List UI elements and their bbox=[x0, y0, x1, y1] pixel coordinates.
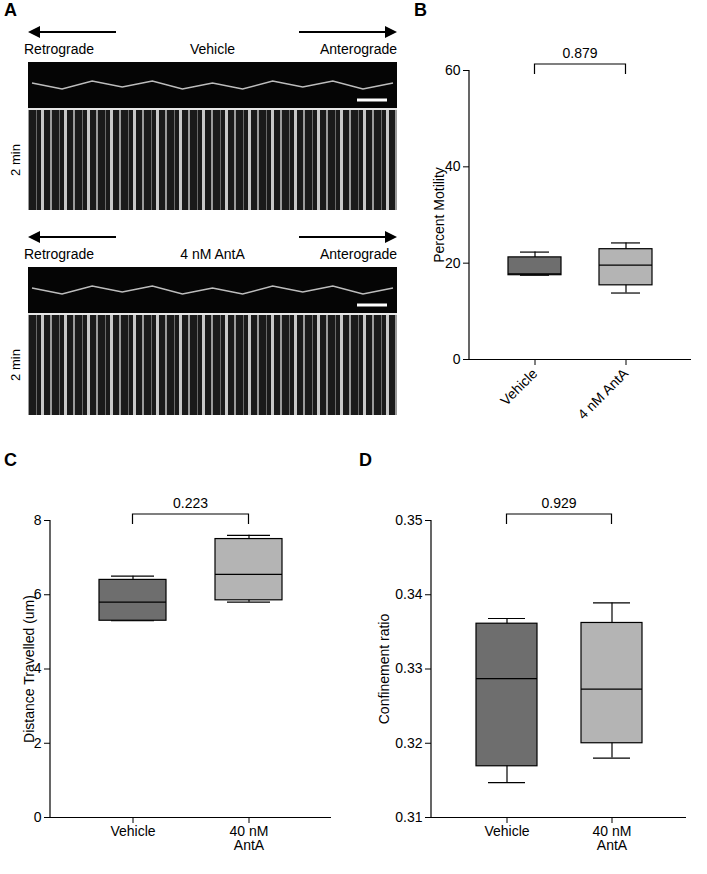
svg-text:0.223: 0.223 bbox=[173, 495, 208, 511]
svg-text:0.32: 0.32 bbox=[395, 735, 422, 751]
svg-text:Confinement ratio: Confinement ratio bbox=[376, 614, 392, 725]
svg-text:4: 4 bbox=[33, 660, 42, 677]
svg-text:40: 40 bbox=[444, 158, 461, 175]
svg-text:40 nMAntA: 40 nMAntA bbox=[230, 823, 269, 853]
svg-text:2 min: 2 min bbox=[8, 349, 23, 381]
svg-text:Vehicle: Vehicle bbox=[497, 365, 540, 408]
html-text:D: D bbox=[359, 450, 372, 470]
svg-text:0.929: 0.929 bbox=[541, 495, 576, 511]
svg-text:0.34: 0.34 bbox=[395, 586, 422, 602]
svg-text:40 nMAntA: 40 nMAntA bbox=[593, 823, 632, 853]
svg-text:8: 8 bbox=[34, 512, 42, 528]
svg-text:Percent Motility: Percent Motility bbox=[431, 167, 447, 263]
svg-text:Anterograde: Anterograde bbox=[320, 41, 397, 57]
svg-text:Retrograde: Retrograde bbox=[24, 246, 94, 262]
svg-text:0: 0 bbox=[453, 351, 461, 367]
svg-text:Distance Travelled (um): Distance Travelled (um) bbox=[21, 595, 37, 743]
html-text:C: C bbox=[4, 450, 17, 470]
svg-text:0.879: 0.879 bbox=[562, 45, 597, 61]
svg-text:0: 0 bbox=[34, 809, 42, 825]
svg-text:2: 2 bbox=[33, 734, 42, 751]
svg-text:Anterograde: Anterograde bbox=[320, 246, 397, 262]
svg-text:60: 60 bbox=[445, 62, 461, 78]
svg-text:2 min: 2 min bbox=[8, 144, 23, 176]
svg-text:0.31: 0.31 bbox=[395, 809, 422, 825]
svg-text:0.35: 0.35 bbox=[395, 512, 422, 528]
svg-text:4 nM AntA: 4 nM AntA bbox=[574, 365, 631, 422]
svg-text:Retrograde: Retrograde bbox=[24, 41, 94, 57]
svg-text:4 nM AntA: 4 nM AntA bbox=[180, 246, 245, 262]
svg-text:6: 6 bbox=[33, 586, 42, 603]
svg-text:0.33: 0.33 bbox=[395, 660, 422, 676]
html-text:A: A bbox=[4, 0, 17, 20]
html-text:B: B bbox=[414, 0, 427, 20]
svg-text:Vehicle: Vehicle bbox=[190, 41, 235, 57]
svg-text:Vehicle: Vehicle bbox=[484, 823, 529, 839]
svg-text:Vehicle: Vehicle bbox=[110, 823, 155, 839]
svg-text:20: 20 bbox=[444, 254, 461, 271]
